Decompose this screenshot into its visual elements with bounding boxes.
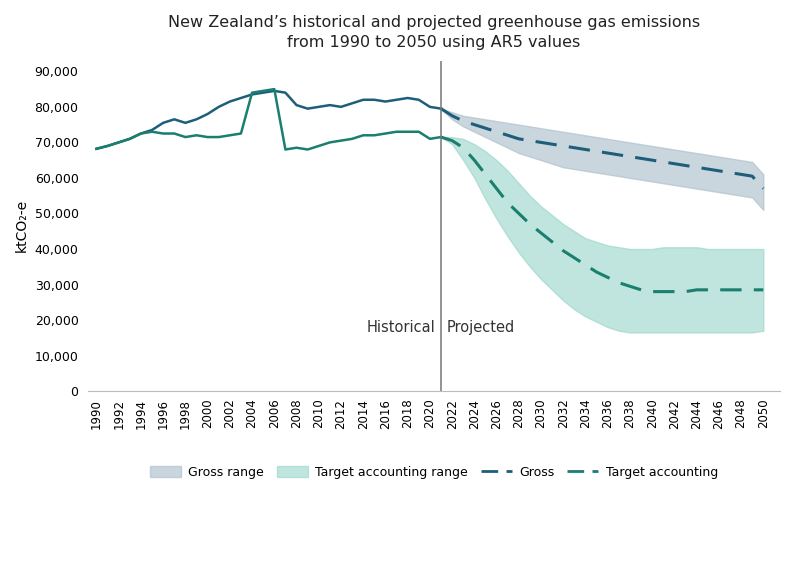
Legend: Gross range, Target accounting range, Gross, Target accounting: Gross range, Target accounting range, Gr… [145, 461, 723, 484]
Text: Projected: Projected [447, 320, 515, 335]
Title: New Zealand’s historical and projected greenhouse gas emissions
from 1990 to 205: New Zealand’s historical and projected g… [168, 15, 700, 50]
Text: Historical: Historical [366, 320, 436, 335]
Y-axis label: ktCO₂-e: ktCO₂-e [15, 199, 29, 252]
